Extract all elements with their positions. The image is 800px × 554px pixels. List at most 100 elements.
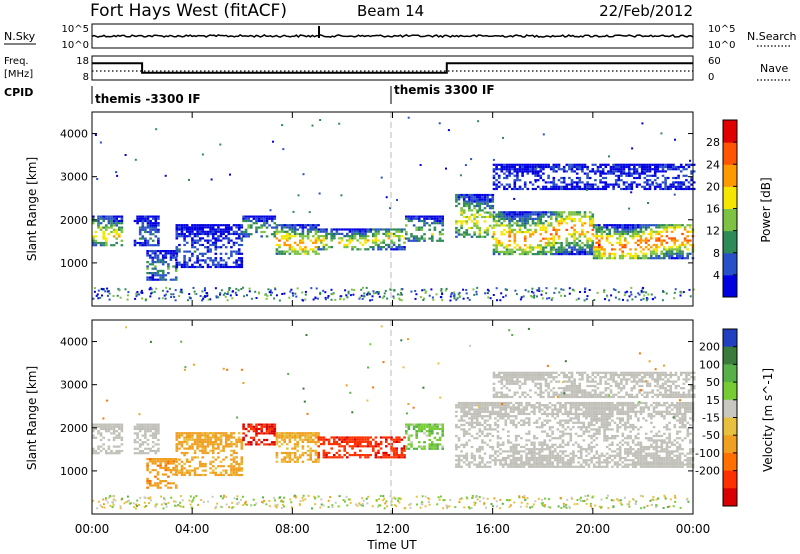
scatter-region-5: [275, 432, 320, 463]
scatter-region-0: [92, 215, 124, 247]
colorbar-tick-label: 200: [699, 341, 720, 354]
time-axis-label: Time UT: [366, 538, 417, 552]
colorbar-swatch: [723, 364, 737, 383]
colorbar-tick-label: -50: [702, 429, 720, 442]
noise-sky-trace: [91, 33, 694, 39]
colorbar-swatch: [723, 252, 737, 276]
noise-left-tick-top: 10^5: [62, 24, 89, 35]
freq-trace: [92, 62, 693, 74]
scatter-region-6: [317, 228, 406, 251]
colorbar-swatch: [723, 382, 737, 401]
y-tick-label: 3000: [60, 171, 88, 184]
colorbar-swatch: [723, 470, 737, 489]
freq-left-tick-top: 18: [76, 56, 89, 67]
colorbar-swatch: [723, 435, 737, 454]
colorbar-swatch: [723, 208, 737, 232]
noise-panel: N.Sky 10^5 10^0 10^5 10^0 N.Search: [4, 23, 797, 51]
y-tick-label: 3000: [60, 379, 88, 392]
scatter-region-2: [146, 250, 178, 281]
noise-left-label: N.Sky: [4, 30, 36, 43]
scatter-region-9: [492, 371, 696, 399]
time-axis: 00:00 04:00 08:00 12:00 16:00 20:00 00:00: [75, 112, 711, 536]
y-tick-label: 1000: [60, 257, 88, 270]
colorbar-tick-label: 20: [706, 180, 720, 193]
x-tick-label: 04:00: [175, 522, 210, 536]
colorbar-swatch: [723, 399, 737, 418]
colorbar-swatch: [723, 186, 737, 209]
scatter-region-0: [92, 423, 124, 455]
colorbar-swatch: [723, 274, 737, 298]
colorbar-swatch: [723, 417, 737, 436]
cpid-mode-1: themis -3300 IF: [95, 92, 201, 106]
freq-label-1: Freq.: [4, 56, 29, 67]
x-tick-label: 20:00: [576, 522, 611, 536]
y-tick-label: 2000: [60, 422, 88, 435]
colorbar-tick-label: 8: [713, 247, 720, 260]
noise-right-tick-top: 10^5: [708, 24, 735, 35]
velocity-panel: 1000 2000 3000 4000 Slant Range [km] 200 100…: [25, 319, 775, 515]
near-range-echoes: [92, 325, 690, 510]
colorbar-swatch: [723, 488, 737, 507]
scatter-region-8: [455, 401, 695, 468]
scatter-region-7: [405, 423, 444, 450]
y-tick-label: 4000: [60, 128, 88, 141]
colorbar-tick-label: 100: [699, 358, 720, 371]
station-title: Fort Hays West (fitACF): [90, 1, 287, 21]
freq-left-tick-bottom: 8: [83, 72, 89, 83]
noise-left-tick-bottom: 10^0: [62, 40, 89, 51]
colorbar-tick-label: 50: [706, 376, 720, 389]
scatter-region-3: [175, 432, 244, 477]
colorbar-tick-label: 24: [706, 158, 720, 171]
nave-label: Nave: [760, 62, 788, 75]
colorbar-swatch: [723, 346, 737, 365]
scatter-region-1: [133, 423, 160, 455]
scatter-region-1: [133, 215, 160, 247]
scatter-region-8: [455, 193, 495, 238]
colorbar-swatch: [723, 329, 737, 348]
colorbar-swatch: [723, 230, 737, 254]
scatter-region-7: [405, 215, 444, 242]
scatter-region-11: [492, 163, 696, 191]
freq-right-tick-bottom: 0: [708, 72, 714, 83]
beam-label: Beam 14: [357, 2, 424, 20]
scatter-region-2: [146, 458, 178, 489]
power-panel: 1000 2000 3000 4000 Slant Range [km] 4 8 12 16…: [25, 111, 773, 307]
scatter-region-6: [317, 436, 406, 459]
colorbar-tick-label: -100: [695, 447, 720, 460]
colorbar-tick-label: 12: [706, 225, 720, 238]
scatter-region-4: [242, 423, 277, 446]
cpid-label: CPID: [4, 86, 33, 99]
colorbar-swatch: [723, 120, 737, 143]
y-tick-label: 2000: [60, 214, 88, 227]
cpid-mode-2: themis 3300 IF: [394, 83, 495, 97]
power-colorbar-label: Power [dB]: [759, 177, 773, 242]
y-tick-label: 1000: [60, 465, 88, 478]
x-tick-label: 08:00: [275, 522, 310, 536]
colorbar-swatch: [723, 142, 737, 165]
colorbar-tick-label: -15: [702, 412, 720, 425]
velocity-ylabel: Slant Range [km]: [25, 366, 39, 470]
near-range-echoes: [92, 116, 695, 302]
colorbar-tick-label: 16: [706, 203, 720, 216]
scatter-region-9: [492, 211, 595, 256]
freq-panel: Freq. [MHz] 18 8 60 0 Nave: [4, 55, 790, 83]
x-tick-label: 00:00: [676, 522, 711, 536]
colorbar-tick-label: 15: [706, 394, 720, 407]
colorbar-tick-label: 4: [713, 269, 720, 282]
velocity-colorbar-label: Velocity [m s^-1]: [761, 368, 775, 472]
cpid-panel: CPID themis -3300 IF themis 3300 IF: [4, 83, 495, 106]
scatter-region-4: [242, 215, 277, 238]
scatter-region-3: [175, 224, 244, 269]
x-tick-label: 12:00: [375, 522, 410, 536]
freq-label-2: [MHz]: [4, 69, 33, 80]
date-label: 22/Feb/2012: [599, 2, 693, 20]
x-tick-label: 16:00: [475, 522, 510, 536]
power-ylabel: Slant Range [km]: [25, 157, 39, 261]
noise-right-label: N.Search: [747, 30, 797, 43]
x-tick-label: 00:00: [75, 522, 110, 536]
colorbar-swatch: [723, 164, 737, 187]
noise-right-tick-bottom: 10^0: [708, 40, 735, 51]
colorbar-tick-label: -200: [695, 465, 720, 478]
colorbar-tick-label: 28: [706, 136, 720, 149]
